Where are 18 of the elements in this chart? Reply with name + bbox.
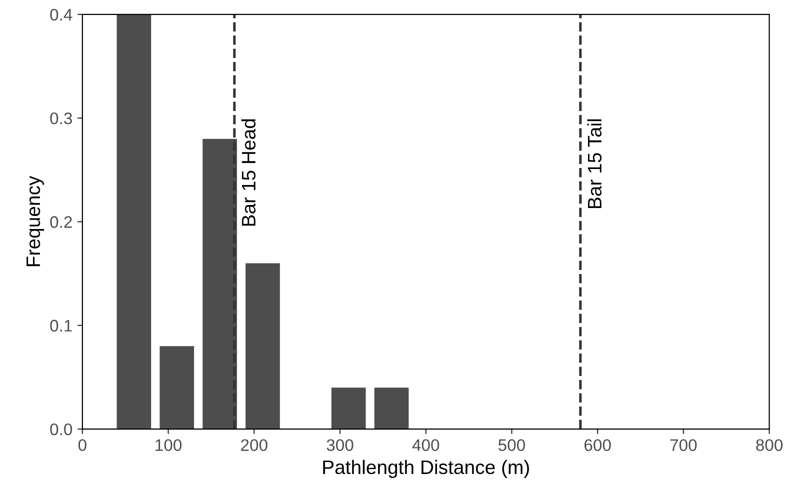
y-tick-label: 0.0 [50,423,72,436]
x-tick-label: 500 [498,439,525,452]
x-tick-label: 800 [756,439,783,452]
y-axis-title: Frequency [26,176,44,266]
x-tick-label: 200 [241,439,268,452]
x-tick-label: 600 [584,439,611,452]
ref-line-label: Bar 15 Head [241,119,256,226]
x-axis-title: Pathlength Distance (m) [323,460,529,478]
x-tick-label: 300 [326,439,354,452]
y-tick-label: 0.3 [50,112,72,124]
y-tick-label: 0.1 [50,320,72,332]
x-tick-label: 100 [156,439,182,452]
x-tick-label: 700 [670,439,697,452]
y-tick-label: 0.2 [50,216,72,228]
ref-line-label: Bar 15 Tail [587,119,602,208]
x-tick-label: 0 [78,439,86,452]
x-tick-label: 400 [412,439,440,452]
y-tick-label: 0.4 [50,8,72,21]
